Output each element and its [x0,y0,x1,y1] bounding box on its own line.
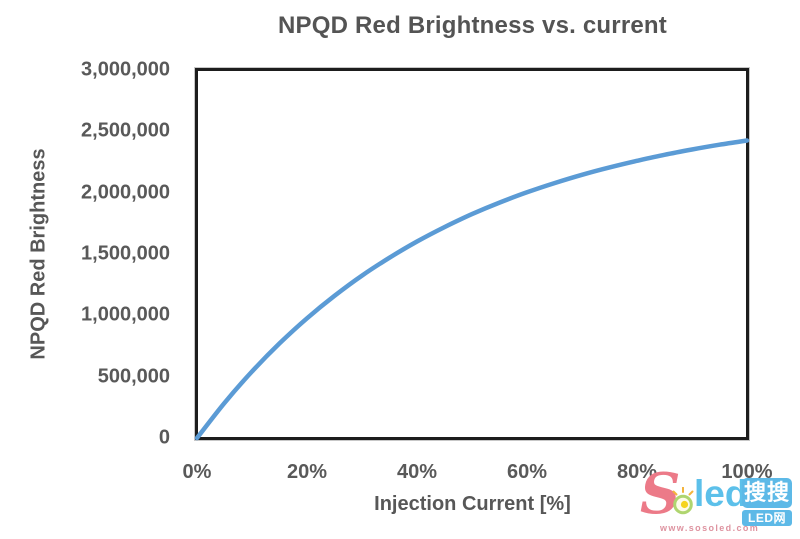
sosoled-watermark: S led 搜搜 LED网 www.sosoled.com [640,466,796,538]
x-tick-label: 0% [182,461,212,483]
lightbulb-icon [672,487,694,515]
y-tick-label: 0 [158,426,170,449]
logo-badge-top-text: 搜搜 [742,478,792,508]
plot-area [195,68,749,440]
x-tick-label: 60% [506,461,548,483]
y-tick-label: 2,000,000 [81,181,170,204]
logo-letter-s: S [640,461,681,527]
logo-url-text: www.sosoled.com [660,523,760,533]
logo-badge-bottom-text: LED网 [742,510,792,526]
x-axis-title: Injection Current [%] [374,493,571,515]
y-tick-label: 2,500,000 [81,119,170,142]
logo-letters-led: led [694,473,748,514]
y-tick-label: 1,500,000 [81,242,170,265]
y-tick-label: 3,000,000 [81,58,170,81]
x-tick-label: 20% [286,461,328,483]
x-tick-label: 100% [721,461,773,483]
chart-title: NPQD Red Brightness vs. current [278,12,667,39]
x-tick-label: 40% [396,461,438,483]
y-tick-label: 1,000,000 [81,303,170,326]
x-tick-label: 80% [616,461,658,483]
y-tick-label: 500,000 [97,365,170,388]
logo-cn-badge: 搜搜 LED网 [742,478,792,526]
